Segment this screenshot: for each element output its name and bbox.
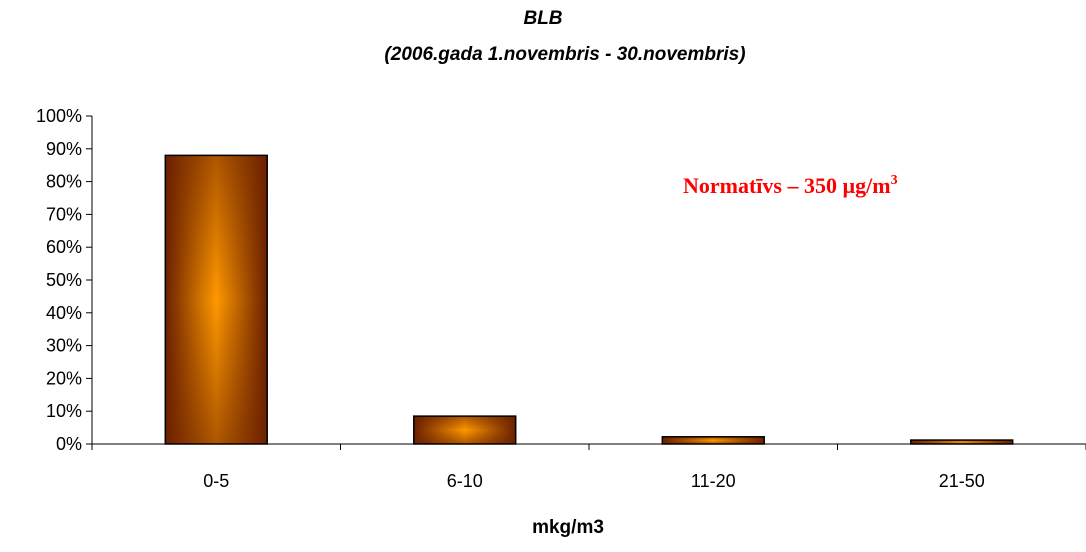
normative-annotation: Normatīvs – 350 µg/m3 <box>683 173 898 198</box>
y-tick-label: 90% <box>46 139 82 159</box>
normative-annotation-text: Normatīvs – 350 µg/m <box>683 173 891 198</box>
x-tick-label: 11-20 <box>691 471 736 491</box>
x-tick-label: 6-10 <box>447 471 483 491</box>
y-tick-label: 100% <box>36 106 82 126</box>
y-tick-label: 40% <box>46 303 82 323</box>
x-axis-ticks: 0-5 6-10 11-20 21-50 <box>91 444 1086 491</box>
x-tick-label: 0-5 <box>203 471 229 491</box>
y-tick-label: 10% <box>46 401 82 421</box>
y-tick-label: 20% <box>46 368 82 388</box>
chart-subtitle: (2006.gada 1.novembris - 30.novembris) <box>384 44 745 65</box>
normative-annotation-superscript: 3 <box>891 173 898 188</box>
y-tick-label: 50% <box>46 270 82 290</box>
y-tick-label: 60% <box>46 237 82 257</box>
y-tick-label: 70% <box>46 204 82 224</box>
chart-title: BLB <box>523 8 562 29</box>
bars-group <box>164 154 1014 445</box>
y-tick-label: 0% <box>56 434 82 454</box>
bar-outline <box>661 436 765 445</box>
bar-outline <box>164 154 268 445</box>
bar-outline <box>413 415 517 445</box>
x-tick-label: 21-50 <box>939 471 985 491</box>
y-tick-label: 80% <box>46 172 82 192</box>
bar-outline <box>910 439 1014 445</box>
y-axis-ticks: 0% 10% 20% 30% 40% 50% 60% 70% 80% 90% 100% <box>36 106 92 454</box>
x-axis-label: mkg/m3 <box>532 517 604 538</box>
y-tick-label: 30% <box>46 336 82 356</box>
